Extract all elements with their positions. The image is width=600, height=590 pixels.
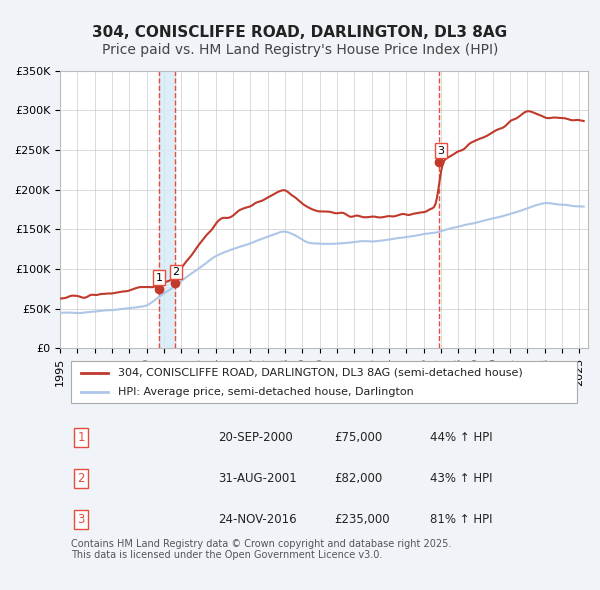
Text: 24-NOV-2016: 24-NOV-2016 bbox=[218, 513, 297, 526]
Text: 31-AUG-2001: 31-AUG-2001 bbox=[218, 472, 297, 485]
Text: 304, CONISCLIFFE ROAD, DARLINGTON, DL3 8AG: 304, CONISCLIFFE ROAD, DARLINGTON, DL3 8… bbox=[92, 25, 508, 40]
Text: HPI: Average price, semi-detached house, Darlington: HPI: Average price, semi-detached house,… bbox=[118, 387, 414, 397]
Text: 44% ↑ HPI: 44% ↑ HPI bbox=[430, 431, 492, 444]
Text: 81% ↑ HPI: 81% ↑ HPI bbox=[430, 513, 492, 526]
Text: 304, CONISCLIFFE ROAD, DARLINGTON, DL3 8AG (semi-detached house): 304, CONISCLIFFE ROAD, DARLINGTON, DL3 8… bbox=[118, 368, 523, 378]
Text: Contains HM Land Registry data © Crown copyright and database right 2025.
This d: Contains HM Land Registry data © Crown c… bbox=[71, 539, 451, 560]
Text: 2: 2 bbox=[173, 267, 180, 277]
Text: £75,000: £75,000 bbox=[335, 431, 383, 444]
Text: 20-SEP-2000: 20-SEP-2000 bbox=[218, 431, 293, 444]
FancyBboxPatch shape bbox=[71, 360, 577, 403]
Text: 3: 3 bbox=[77, 513, 85, 526]
Text: 3: 3 bbox=[437, 146, 445, 156]
Text: £235,000: £235,000 bbox=[335, 513, 390, 526]
Text: 1: 1 bbox=[155, 273, 163, 283]
Text: 1: 1 bbox=[77, 431, 85, 444]
Text: Price paid vs. HM Land Registry's House Price Index (HPI): Price paid vs. HM Land Registry's House … bbox=[102, 43, 498, 57]
Text: 43% ↑ HPI: 43% ↑ HPI bbox=[430, 472, 492, 485]
Bar bbox=[159, 71, 175, 349]
Text: £82,000: £82,000 bbox=[335, 472, 383, 485]
Text: 2: 2 bbox=[77, 472, 85, 485]
